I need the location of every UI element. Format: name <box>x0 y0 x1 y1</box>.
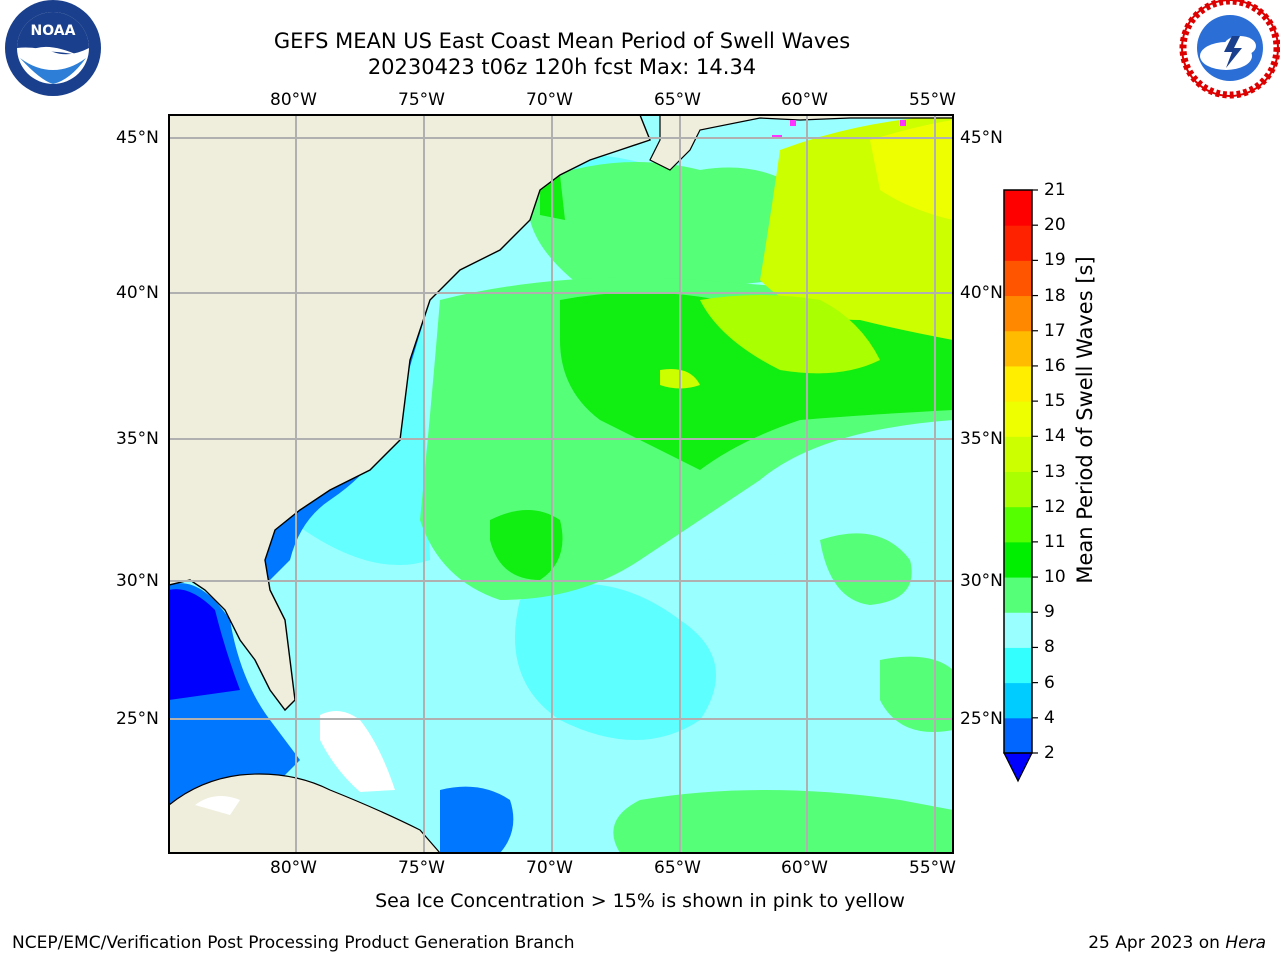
colorbar-tick-label: 12 <box>1044 496 1066 517</box>
colorbar-tick-label: 9 <box>1044 602 1055 623</box>
chart-subtitle: 20230423 t06z 120h fcst Max: 14.34 <box>367 55 757 79</box>
swell-area-cyan <box>515 584 716 740</box>
lat-label-left: 35°N <box>116 429 159 449</box>
footer-credit-right: 25 Apr 2023 on Hera <box>1088 933 1266 953</box>
colorbar-segment <box>1004 506 1032 543</box>
sea-ice-note: Sea Ice Concentration > 15% is shown in … <box>375 890 905 912</box>
colorbar-extension <box>1003 752 1033 783</box>
lat-label-left: 25°N <box>116 709 159 729</box>
lat-label-right: 25°N <box>960 709 1003 729</box>
colorbar-segment <box>1004 682 1032 719</box>
colorbar-tick-label: 4 <box>1044 707 1055 728</box>
colorbar-tick-label: 11 <box>1044 531 1066 552</box>
lon-label-top: 70°W <box>526 90 573 110</box>
map-frame <box>168 114 954 854</box>
land-mass-north-america <box>169 115 651 712</box>
sea-ice-marker <box>790 120 796 126</box>
lon-label-bottom: 70°W <box>526 858 573 878</box>
colorbar-segment <box>1004 260 1032 297</box>
colorbar-segment <box>1004 365 1032 402</box>
footer-credit-left: NCEP/EMC/Verification Post Processing Pr… <box>12 933 575 953</box>
footer-date: 25 Apr 2023 on <box>1088 933 1226 953</box>
colorbar-segment <box>1004 612 1032 648</box>
colorbar-tick-label: 2 <box>1044 743 1055 763</box>
colorbar-segment <box>1004 330 1032 367</box>
svg-text:NOAA: NOAA <box>31 23 76 39</box>
lon-label-bottom: 55°W <box>909 858 956 878</box>
colorbar-tick-label: 10 <box>1044 567 1066 588</box>
colorbar-tick-label: 21 <box>1044 180 1066 200</box>
colorbar-segment <box>1004 295 1032 332</box>
colorbar-tick-label: 13 <box>1044 461 1066 482</box>
lat-label-right: 40°N <box>960 283 1003 303</box>
colorbar-tick-label: 15 <box>1044 391 1066 412</box>
colorbar-label: Mean Period of Swell Waves [s] <box>1073 256 1097 584</box>
lat-label-left: 30°N <box>116 571 159 591</box>
colorbar-segment <box>1004 401 1032 437</box>
noaa-logo: NOAA <box>5 0 101 96</box>
colorbar-tick-label: 20 <box>1044 215 1066 236</box>
lat-label-left: 45°N <box>116 128 159 148</box>
colorbar-tick-label: 8 <box>1044 637 1055 658</box>
lon-label-top: 80°W <box>270 90 317 110</box>
colorbar-tick-label: 14 <box>1044 426 1066 447</box>
colorbar-segment <box>1004 647 1032 684</box>
colorbar-tick-label: 19 <box>1044 250 1066 271</box>
masked-area <box>320 711 395 792</box>
land-mass-cuba <box>169 773 441 853</box>
colorbar-tick-label: 6 <box>1044 672 1055 693</box>
graticule <box>169 115 953 853</box>
lon-label-bottom: 80°W <box>270 858 317 878</box>
lon-label-top: 55°W <box>909 90 956 110</box>
national-weather-service-logo <box>1179 0 1280 99</box>
colorbar-segment <box>1004 471 1032 508</box>
colorbar-tick-label: 16 <box>1044 355 1066 376</box>
colorbar-segment <box>1004 190 1032 226</box>
colorbar-segment <box>1004 436 1032 472</box>
colorbar-segment <box>1004 577 1032 613</box>
lon-label-bottom: 65°W <box>654 858 701 878</box>
colorbar-segment <box>1004 225 1032 261</box>
chart-title: GEFS MEAN US East Coast Mean Period of S… <box>273 29 851 53</box>
lat-label-right: 30°N <box>960 571 1003 591</box>
colorbar-tick-label: 17 <box>1044 320 1066 341</box>
lon-label-bottom: 75°W <box>398 858 445 878</box>
lon-label-top: 65°W <box>654 90 701 110</box>
colorbar-segment <box>1004 541 1032 578</box>
swell-area-green <box>530 162 807 300</box>
colorbar-tick-label: 18 <box>1044 285 1066 306</box>
colorbar-segment <box>1004 717 1032 754</box>
lat-label-right: 35°N <box>960 429 1003 449</box>
lat-label-left: 40°N <box>116 283 159 303</box>
lon-label-top: 75°W <box>398 90 445 110</box>
lon-label-top: 60°W <box>781 90 828 110</box>
footer-host: Hera <box>1225 933 1266 953</box>
lon-label-bottom: 60°W <box>781 858 828 878</box>
lat-label-right: 45°N <box>960 128 1003 148</box>
